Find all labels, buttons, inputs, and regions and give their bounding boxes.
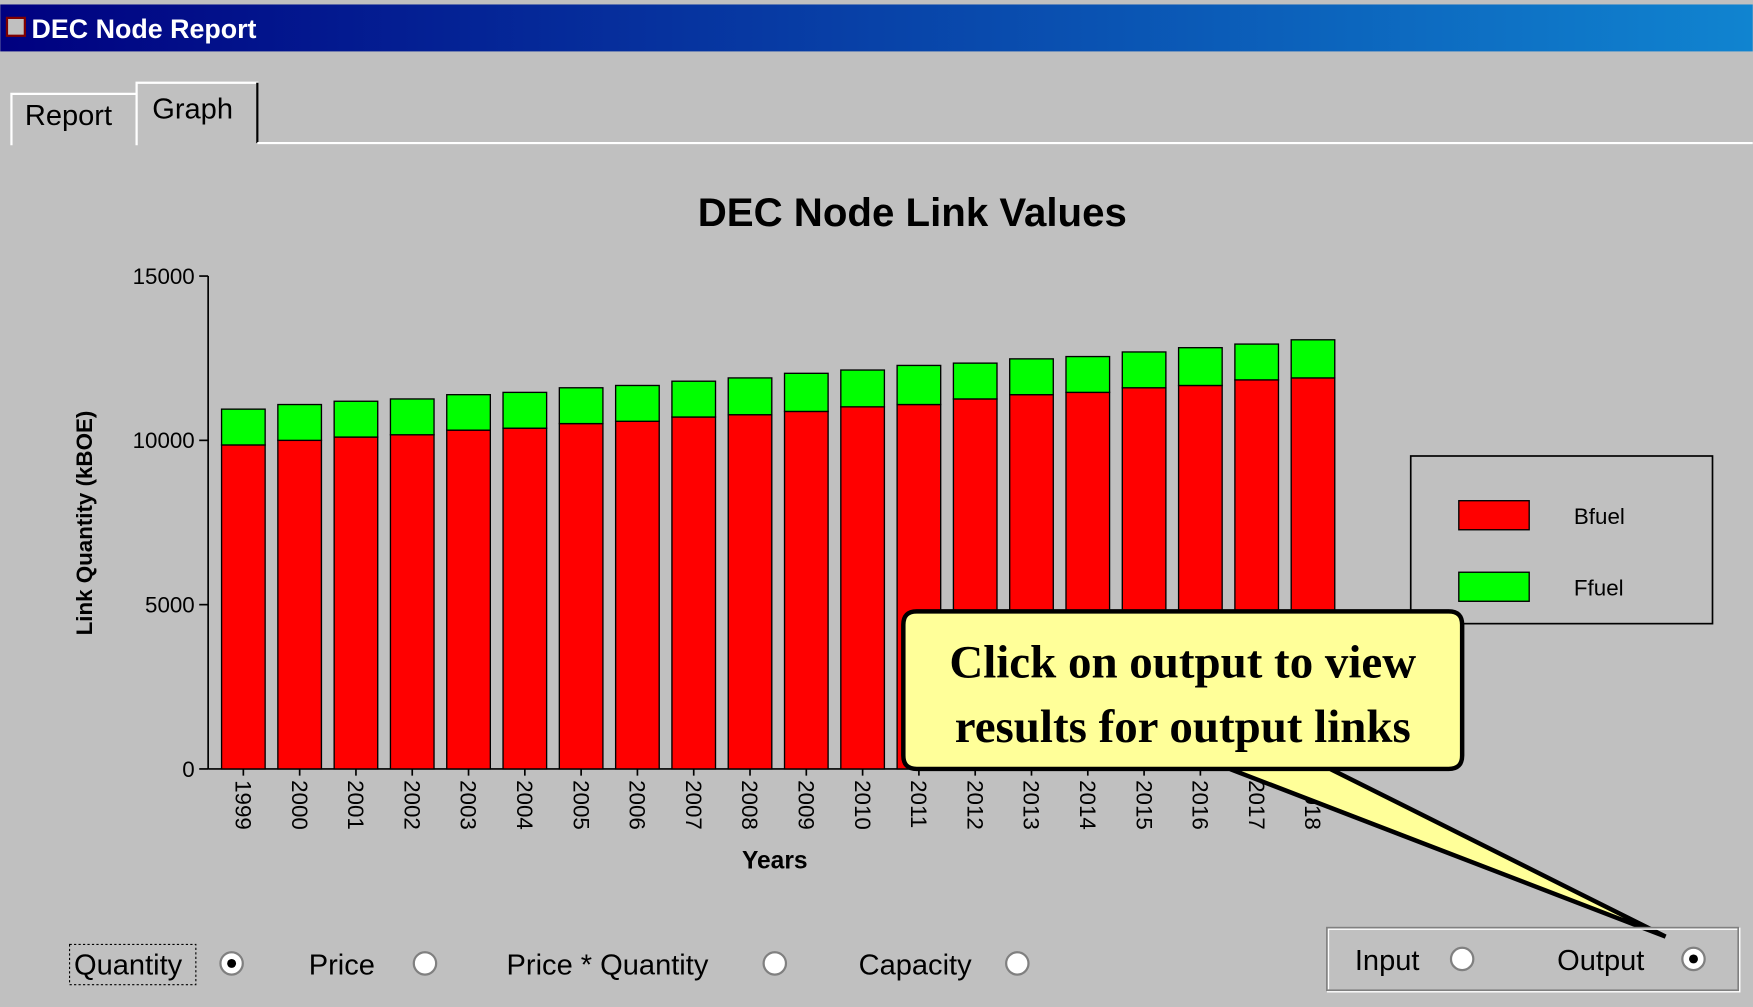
callout-text: results for output links (955, 701, 1411, 753)
option-label: Capacity (859, 950, 972, 982)
radio-dot (1689, 954, 1698, 964)
bar-segment (1065, 355, 1111, 394)
chart-title: DEC Node Link Values (698, 190, 1127, 235)
x-tick-label: 2004 (512, 780, 537, 830)
x-tick-label: 2002 (399, 780, 424, 830)
title-bar (0, 4, 1753, 52)
x-tick-label: 2003 (456, 780, 481, 830)
bar-segment (614, 384, 660, 422)
y-tick-label: 5000 (145, 592, 195, 617)
callout-text: Click on output to view (949, 636, 1416, 688)
x-tick-label: 2006 (625, 780, 650, 830)
bar-segment (840, 369, 886, 408)
y-tick-label: 15000 (133, 264, 195, 289)
bar-segment (1234, 343, 1280, 381)
bar-segment (727, 377, 773, 416)
x-tick-label: 2000 (287, 780, 312, 830)
bar-segment (1177, 347, 1223, 387)
option-label: Input (1355, 945, 1420, 977)
radio-button[interactable] (412, 951, 438, 976)
bar-segment (727, 414, 773, 770)
x-tick-label: 2017 (1244, 780, 1269, 830)
legend-swatch (1458, 571, 1530, 602)
bar-segment (446, 429, 492, 770)
x-tick-label: 2007 (681, 780, 706, 830)
x-tick-label: 1999 (231, 780, 256, 830)
radio-button[interactable] (1005, 951, 1030, 976)
x-tick-label: 2015 (1131, 780, 1156, 830)
bar-segment (671, 416, 717, 770)
tab-label: Graph (152, 93, 233, 125)
window-icon (5, 16, 26, 37)
bar-segment (952, 362, 998, 400)
focus-box (68, 943, 197, 986)
bar-segment (1121, 351, 1167, 389)
x-tick-label: 2010 (850, 780, 875, 830)
bar-segment (558, 387, 604, 425)
y-tick-label: 0 (182, 757, 194, 782)
option-label: Output (1557, 945, 1644, 977)
bar-segment (277, 403, 323, 442)
legend-box (1409, 455, 1714, 625)
y-tick-label: 10000 (133, 428, 195, 453)
y-axis-label: Link Quantity (kBOE) (72, 411, 97, 636)
bar-segment (389, 398, 435, 436)
x-tick-label: 2012 (962, 780, 987, 830)
radio-button[interactable] (1449, 946, 1475, 972)
x-tick-label: 2011 (906, 780, 931, 828)
group-box (1326, 926, 1740, 992)
legend-label: Bfuel (1574, 504, 1625, 529)
bar-segment (783, 372, 829, 413)
legend-label: Ffuel (1574, 576, 1624, 601)
controls: Quantity Price Price * Quantity Capacity Inp… (74, 945, 1706, 982)
bar-segment (840, 406, 886, 770)
callout-bubble (901, 609, 1667, 939)
x-tick-label: 2005 (568, 780, 593, 830)
bar-segment (220, 444, 266, 770)
bar-segment (558, 422, 604, 770)
bar-segment (671, 380, 717, 418)
bar-segment (614, 420, 660, 770)
x-tick-label: 2009 (793, 780, 818, 830)
radio-dot (227, 958, 237, 968)
bar-segment (783, 410, 829, 770)
bar-segment (333, 400, 379, 438)
x-tick-label: 2008 (737, 780, 762, 830)
bar-segment (1009, 358, 1054, 396)
legend-swatch (1458, 500, 1530, 531)
bar-segment (1290, 339, 1336, 379)
window-title: DEC Node Report (32, 14, 257, 44)
legend: Bfuel Ffuel (1458, 500, 1625, 602)
x-tick-label: 2001 (343, 780, 368, 830)
bar-segment (220, 408, 266, 446)
bar-segment (389, 434, 435, 770)
option-label: Price * Quantity (507, 950, 709, 982)
bar-segment (502, 391, 548, 429)
x-tick-label: 2014 (1075, 780, 1100, 830)
group-box (1326, 927, 1741, 993)
x-tick-label: 2016 (1188, 780, 1213, 830)
bar-segment (333, 436, 379, 770)
tab-label: Report (25, 100, 112, 132)
bar-segment (446, 394, 492, 431)
bar-segment (502, 427, 548, 770)
x-tick-label: 2013 (1019, 780, 1044, 830)
radio-button[interactable] (762, 951, 788, 976)
option-label: Quantity (74, 950, 183, 982)
bar-segment (896, 364, 942, 406)
bar-segment (277, 439, 323, 770)
x-axis-label: Years (742, 847, 808, 874)
option-label: Price (309, 950, 375, 982)
